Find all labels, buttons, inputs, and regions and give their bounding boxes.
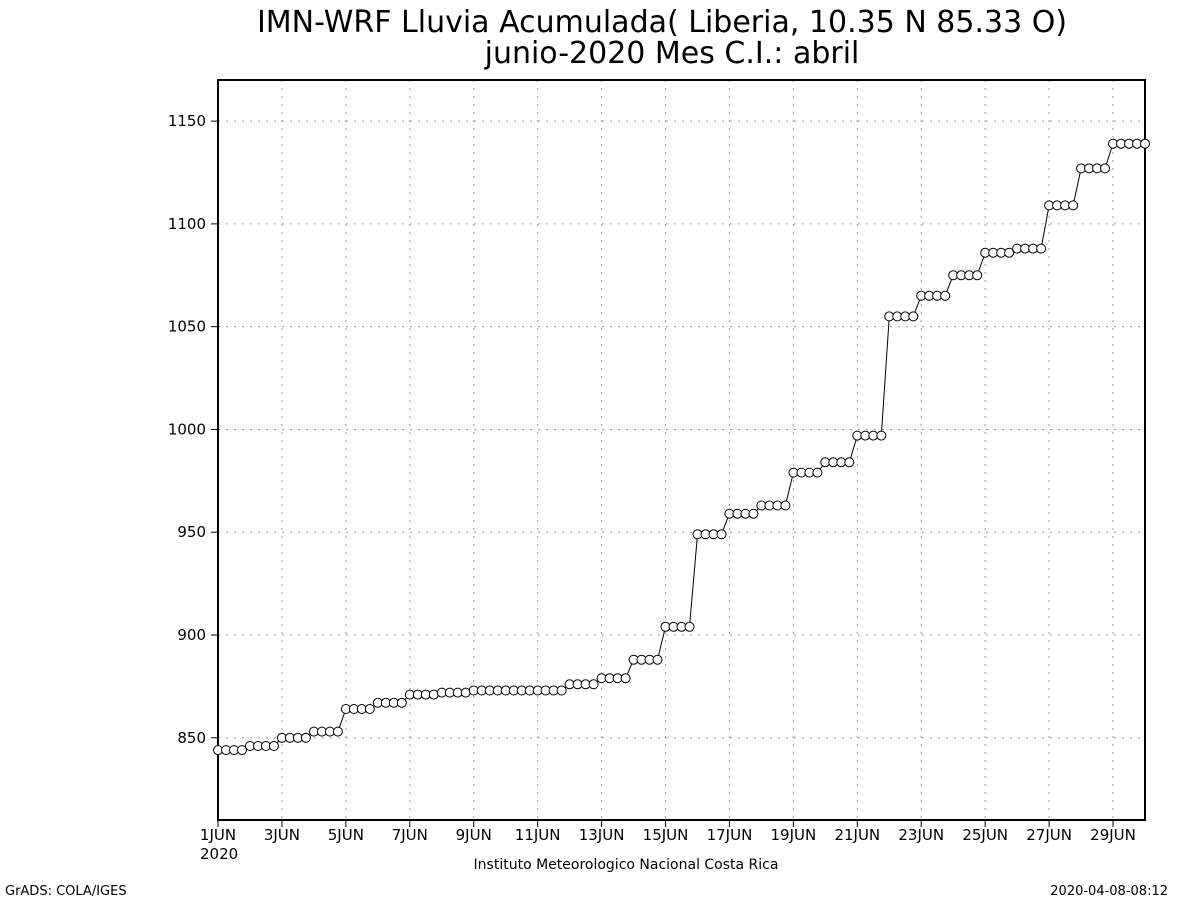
data-point bbox=[620, 673, 631, 684]
y-tick-label: 1100 bbox=[168, 215, 206, 233]
data-point bbox=[652, 654, 663, 665]
x-axis: 1JUN 3JUN 5JUN 7JUN 9JUN 11JUN 13JUN 15JUN 17JUN… bbox=[200, 820, 1136, 844]
grid-lines bbox=[217, 80, 1145, 820]
x-tick-label: 13JUN bbox=[579, 826, 625, 844]
x-tick-label: 5JUN bbox=[328, 826, 364, 844]
data-point bbox=[364, 704, 375, 714]
x-tick-label: 25JUN bbox=[962, 826, 1008, 844]
data-point bbox=[908, 311, 919, 322]
x-tick-label: 11JUN bbox=[515, 826, 561, 844]
data-point bbox=[300, 732, 311, 743]
x-tick-label: 23JUN bbox=[898, 826, 944, 844]
data-point bbox=[268, 741, 279, 751]
chart-title: IMN-WRF Lluvia Acumulada( Liberia, 10.35… bbox=[257, 5, 1067, 40]
data-point bbox=[1140, 138, 1150, 149]
x-tick-label: 15JUN bbox=[643, 826, 689, 844]
data-point bbox=[748, 508, 759, 519]
y-tick-label: 1000 bbox=[168, 420, 206, 438]
data-point bbox=[780, 500, 791, 511]
x-tick-label: 19JUN bbox=[771, 826, 817, 844]
x-tick-label: 3JUN bbox=[264, 826, 300, 844]
data-point bbox=[972, 270, 983, 281]
x-tick-label: 21JUN bbox=[834, 826, 880, 844]
data-point bbox=[556, 685, 567, 696]
chart-subtitle: junio-2020 Mes C.I.: abril bbox=[484, 36, 860, 71]
data-point bbox=[1068, 200, 1079, 211]
x-tick-label: 7JUN bbox=[392, 826, 428, 844]
series-line bbox=[218, 143, 1145, 751]
y-tick-label: 850 bbox=[177, 729, 206, 747]
series-accumulated-rain bbox=[213, 138, 1150, 756]
plot-frame bbox=[217, 79, 1146, 821]
y-tick-label: 950 bbox=[177, 523, 206, 541]
data-point bbox=[812, 467, 823, 478]
data-point bbox=[1036, 243, 1047, 254]
x-tick-label: 29JUN bbox=[1090, 826, 1136, 844]
y-axis: 850 900 950 1000 1050 1100 1150 bbox=[168, 112, 218, 747]
x-axis-year-label: 2020 bbox=[200, 845, 238, 863]
data-point bbox=[876, 430, 887, 441]
y-tick-label: 900 bbox=[177, 626, 206, 644]
x-tick-label: 1JUN bbox=[200, 826, 236, 844]
data-point bbox=[396, 697, 407, 708]
data-point bbox=[1100, 163, 1110, 174]
timestamp: 2020-04-08-08:12 bbox=[1050, 884, 1168, 899]
y-tick-label: 1150 bbox=[168, 112, 206, 130]
data-point bbox=[844, 457, 855, 468]
y-tick-label: 1050 bbox=[168, 318, 206, 336]
data-point bbox=[684, 621, 695, 632]
data-point bbox=[237, 745, 247, 756]
x-tick-label: 17JUN bbox=[707, 826, 753, 844]
data-point bbox=[940, 290, 951, 301]
data-point bbox=[1004, 247, 1015, 258]
institution-label: Instituto Meteorologico Nacional Costa R… bbox=[474, 857, 779, 873]
data-point bbox=[716, 529, 727, 540]
data-point bbox=[332, 726, 343, 737]
x-tick-label: 9JUN bbox=[456, 826, 492, 844]
data-point bbox=[588, 679, 599, 690]
x-tick-label: 27JUN bbox=[1026, 826, 1072, 844]
grads-credit: GrADS: COLA/IGES bbox=[5, 884, 127, 899]
